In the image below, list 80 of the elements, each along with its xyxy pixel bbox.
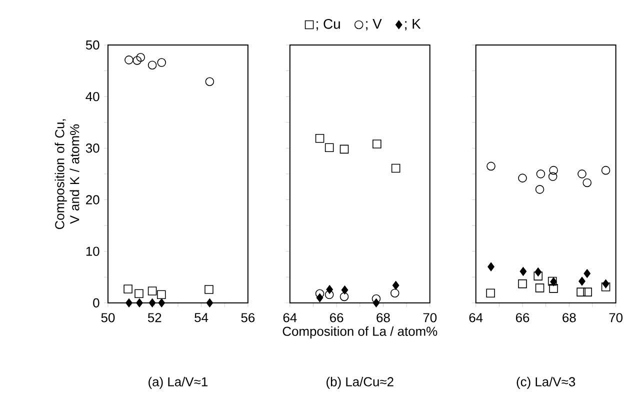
point [520, 267, 527, 276]
point [391, 164, 400, 173]
point [315, 134, 324, 143]
point [390, 288, 400, 298]
point [206, 298, 214, 308]
point [534, 272, 543, 281]
point [341, 286, 348, 294]
point [148, 298, 156, 308]
x-tick-label: 54 [194, 313, 208, 322]
point [326, 285, 333, 294]
point [548, 172, 558, 181]
text: (c) La/V≈3 [516, 376, 576, 389]
y-tick-label: 20 [86, 195, 100, 204]
legend-label: ; Cu [316, 19, 340, 31]
point [486, 288, 495, 298]
point [136, 53, 146, 62]
point [316, 293, 324, 302]
point [372, 140, 382, 148]
point [148, 60, 157, 70]
point [535, 284, 544, 292]
text: (b) La/Cu≈2 [326, 376, 394, 389]
point [148, 286, 157, 296]
point [124, 284, 132, 294]
x-tick-label: 68 [562, 313, 576, 322]
point [549, 284, 558, 293]
text: (a) La/V≈1 [148, 376, 208, 389]
x-axis-title: Composition of La / atom% [282, 326, 438, 339]
point [601, 282, 610, 292]
point [550, 277, 557, 286]
x-tick-label: 64 [469, 313, 483, 322]
legend-label: ; K [405, 19, 421, 30]
point [601, 166, 610, 175]
point [132, 56, 142, 65]
point [157, 58, 166, 67]
x-tick-label: 70 [609, 313, 623, 322]
point [582, 178, 592, 188]
point [578, 276, 586, 286]
point [518, 279, 527, 288]
point [136, 298, 143, 308]
y-tick-label: 40 [86, 92, 100, 102]
point [534, 268, 542, 276]
point [324, 290, 334, 300]
point [486, 162, 496, 171]
y-tick-label: 50 [86, 40, 100, 50]
point [518, 174, 527, 183]
x-tick-label: 66 [516, 313, 530, 322]
point [205, 77, 214, 86]
x-tick-label: 52 [148, 313, 162, 322]
point [549, 166, 558, 175]
y-axis-title: Composition of Cu, V and K / atom% [54, 119, 80, 230]
point [124, 56, 134, 64]
point [535, 185, 544, 194]
point [204, 285, 214, 294]
legend-label: ; V [366, 19, 382, 30]
point [156, 290, 166, 300]
x-tick-label: 68 [376, 313, 390, 322]
x-tick-label: 50 [101, 313, 115, 322]
y-tick-label: 0 [93, 298, 100, 308]
x-tick-label: 56 [241, 313, 255, 322]
point [372, 298, 380, 308]
point [134, 289, 144, 298]
point [324, 143, 334, 152]
point [158, 298, 166, 308]
point [488, 262, 494, 272]
point [576, 288, 586, 297]
x-tick-label: 64 [283, 313, 297, 322]
point [126, 298, 132, 308]
point [548, 276, 557, 286]
y-tick-label: 10 [86, 246, 100, 256]
point [583, 288, 592, 297]
point [602, 279, 610, 288]
point [340, 292, 349, 302]
point [392, 281, 400, 290]
point [536, 170, 546, 178]
point [584, 269, 591, 278]
point [578, 170, 586, 178]
y-tick-label: 30 [86, 144, 100, 153]
x-tick-label: 66 [330, 313, 344, 322]
x-tick-label: 70 [423, 313, 437, 322]
point [340, 144, 349, 154]
